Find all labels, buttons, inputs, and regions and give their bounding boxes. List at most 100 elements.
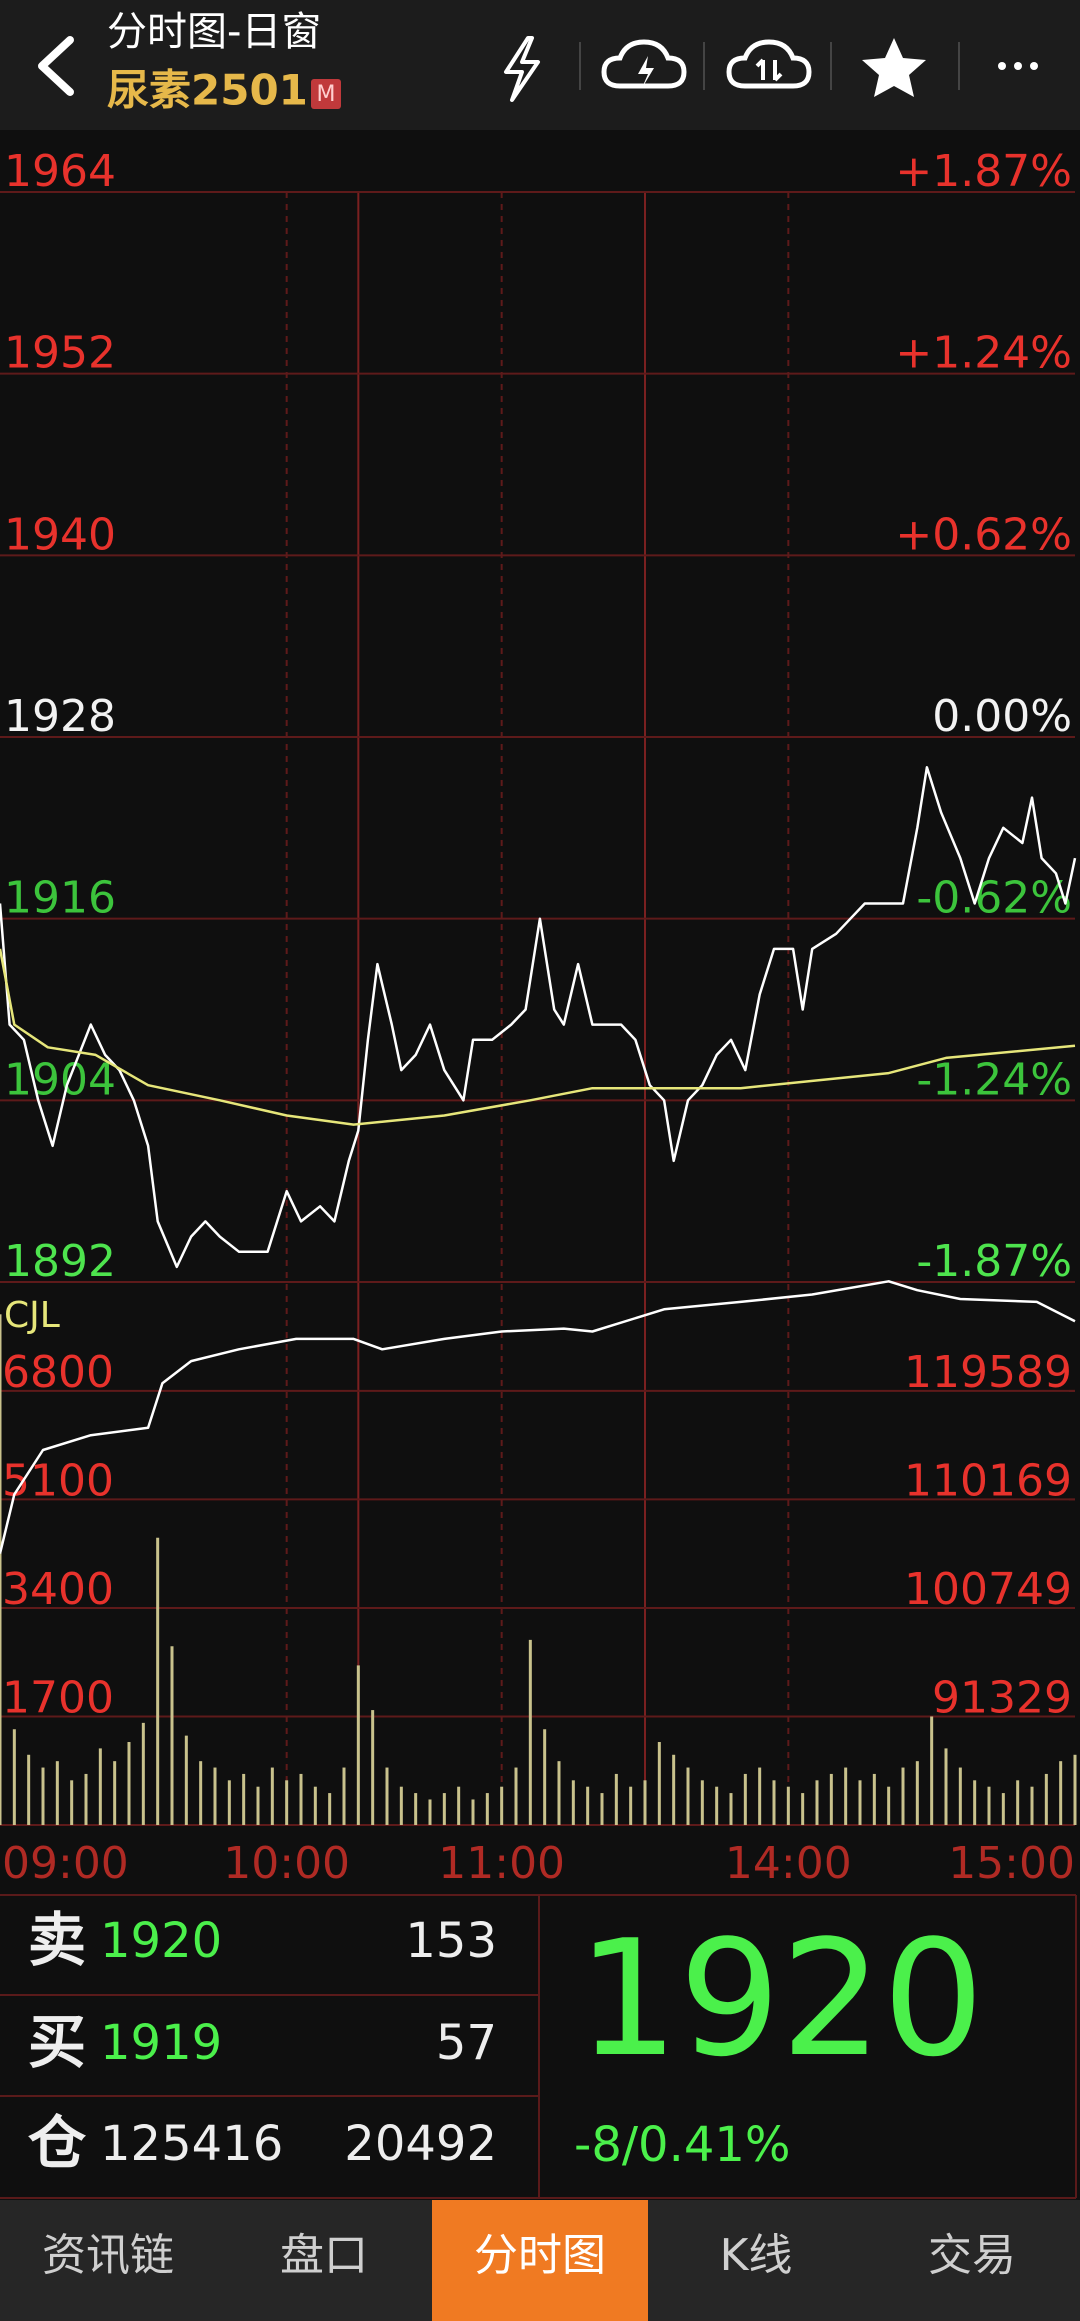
symbol: 尿素2501 xyxy=(107,66,308,115)
y-tick-label: 1700 xyxy=(2,1672,114,1723)
volume-bar xyxy=(428,1799,432,1825)
y-pct-label: 0.00% xyxy=(932,691,1072,742)
volume-bar xyxy=(285,1780,289,1825)
row-price: 1920 xyxy=(100,1913,222,1969)
volume-bar xyxy=(772,1780,776,1825)
cloud-icon[interactable] xyxy=(601,39,687,89)
row-qty: 20492 xyxy=(344,2116,497,2172)
volume-bar xyxy=(342,1767,346,1825)
y-tick-label: 1916 xyxy=(4,873,116,924)
flash-icon[interactable] xyxy=(504,36,540,102)
x-tick-label: 14:00 xyxy=(725,1838,852,1889)
y-tick-label: 6800 xyxy=(2,1347,114,1398)
volume-bar xyxy=(629,1786,633,1825)
open-interest-line xyxy=(0,1280,1076,1554)
y-pct-label: -1.87% xyxy=(916,1236,1072,1287)
tab[interactable]: 资讯链 xyxy=(42,2230,174,2281)
y-tick-label: 1952 xyxy=(4,328,116,379)
volume-bar xyxy=(571,1780,575,1825)
volume-bar xyxy=(543,1729,547,1825)
volume-bar xyxy=(829,1773,833,1825)
volume-bar xyxy=(844,1767,848,1825)
volume-bar xyxy=(256,1786,260,1825)
volume-bar xyxy=(184,1735,188,1825)
volume-bar xyxy=(270,1767,274,1825)
volume-bar xyxy=(227,1780,231,1825)
volume-bar xyxy=(399,1786,403,1825)
volume-bar xyxy=(356,1665,360,1825)
row-label: 卖 xyxy=(28,1906,86,1974)
volume-bar xyxy=(127,1742,131,1825)
volume-bar xyxy=(299,1773,303,1825)
average-line xyxy=(0,948,1076,1126)
volume-bar xyxy=(672,1754,676,1825)
cloud-sync-icon[interactable] xyxy=(726,39,812,89)
volume-bar xyxy=(1016,1780,1020,1825)
volume-bar xyxy=(514,1767,518,1825)
x-tick-label: 15:00 xyxy=(948,1838,1075,1889)
volume-bar xyxy=(987,1786,991,1825)
tab[interactable]: 分时图 xyxy=(474,2230,606,2281)
y-pct-label: +1.24% xyxy=(895,328,1072,379)
y-pct-label: -0.62% xyxy=(916,873,1072,924)
tab[interactable]: K线 xyxy=(720,2230,793,2281)
last-price: 1920 xyxy=(577,1905,984,2092)
volume-bar xyxy=(156,1537,160,1825)
back-button[interactable] xyxy=(38,36,74,96)
more-icon[interactable] xyxy=(998,62,1038,70)
volume-bar xyxy=(385,1767,389,1825)
volume-bar xyxy=(457,1786,461,1825)
volume-bar xyxy=(98,1748,102,1825)
volume-bar xyxy=(70,1780,74,1825)
volume-bar xyxy=(815,1780,819,1825)
favorite-icon[interactable] xyxy=(862,38,926,97)
volume-bar xyxy=(743,1773,747,1825)
row-label: 仓 xyxy=(28,2109,87,2177)
volume-bar xyxy=(586,1786,590,1825)
volume-bar xyxy=(858,1780,862,1825)
y-tick-label: 5100 xyxy=(2,1455,114,1506)
volume-bar xyxy=(600,1793,604,1825)
volume-bar xyxy=(242,1773,246,1825)
volume-bar xyxy=(199,1761,203,1825)
volume-bar xyxy=(0,1314,2,1825)
volume-bar xyxy=(1030,1786,1034,1825)
price-change: -8/0.41% xyxy=(574,2117,791,2173)
volume-bar xyxy=(801,1793,805,1825)
volume-bar xyxy=(471,1799,475,1825)
price-line xyxy=(0,766,1077,1269)
y-tick-label: 1904 xyxy=(4,1054,116,1105)
volume-bar xyxy=(901,1767,905,1825)
badge-box xyxy=(311,79,341,109)
row-price: 1919 xyxy=(100,2015,222,2071)
volume-bar xyxy=(686,1767,690,1825)
volume-bar xyxy=(213,1767,217,1825)
volume-bar xyxy=(113,1761,117,1825)
volume-bar xyxy=(872,1773,876,1825)
x-tick-label: 09:00 xyxy=(2,1838,129,1889)
volume-bar xyxy=(1001,1793,1005,1825)
volume-bar xyxy=(500,1786,504,1825)
volume-bar xyxy=(84,1773,88,1825)
tab[interactable]: 盘口 xyxy=(280,2230,368,2281)
volume-bar xyxy=(643,1780,647,1825)
active-tab[interactable] xyxy=(432,2200,648,2321)
row-qty: 153 xyxy=(405,1913,497,1969)
volume-bar xyxy=(313,1786,317,1825)
x-tick-label: 11:00 xyxy=(438,1838,565,1889)
y2-tick-label: 110169 xyxy=(904,1455,1072,1506)
volume-bar xyxy=(557,1761,561,1825)
volume-bar xyxy=(958,1767,962,1825)
tabs: 资讯链 盘口 分时图 K线 交易 xyxy=(42,2200,1016,2321)
volume-bar xyxy=(657,1742,661,1825)
tab[interactable]: 交易 xyxy=(928,2230,1016,2281)
y2-tick-label: 119589 xyxy=(904,1347,1072,1398)
volume-bar xyxy=(715,1786,719,1825)
y2-tick-label: 100749 xyxy=(904,1564,1072,1615)
cloud-arrows xyxy=(755,58,783,82)
volume-bar xyxy=(170,1646,174,1825)
y-pct-label: -1.24% xyxy=(916,1054,1072,1105)
x-tick-label: 10:00 xyxy=(223,1838,350,1889)
